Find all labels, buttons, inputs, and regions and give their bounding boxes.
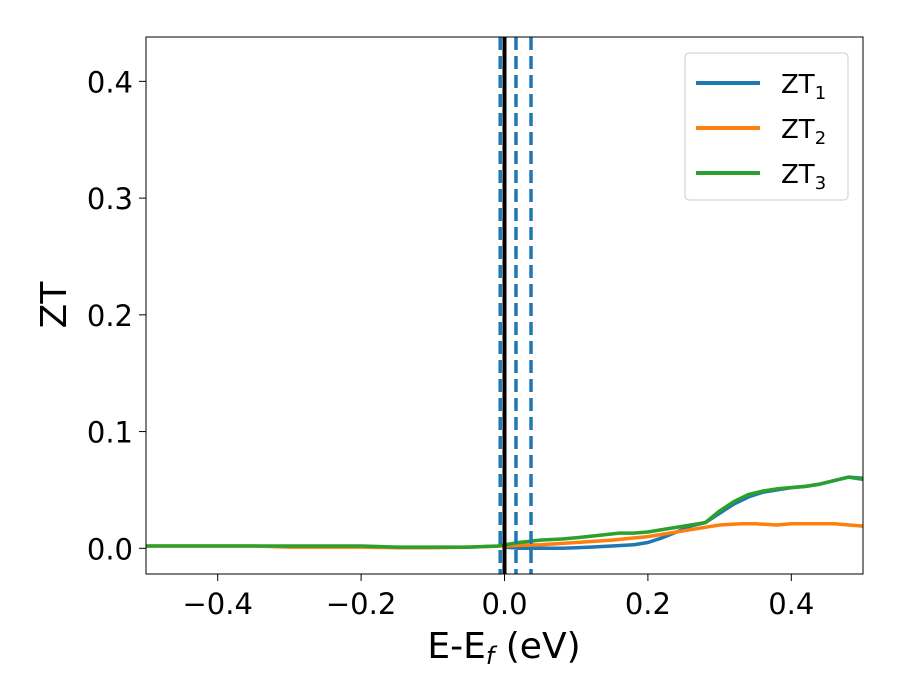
legend-box <box>684 52 849 201</box>
y-axis-ticks: 0.0 0.1 0.2 0.3 0.4 <box>87 65 146 566</box>
legend-label-1: ZT1 <box>781 70 826 104</box>
legend: ZT1 ZT2 ZT3 <box>684 52 849 201</box>
series-line-3 <box>146 475 863 549</box>
y-tick-label: 0.3 <box>87 182 133 216</box>
reference-lines <box>498 37 533 574</box>
x-tick-label: 0.4 <box>768 587 814 621</box>
y-axis-title: ZT <box>34 281 75 329</box>
legend-label-3: ZT3 <box>781 160 826 194</box>
legend-items: ZT1 ZT2 ZT3 <box>696 70 826 194</box>
x-tick-label: −0.2 <box>326 587 396 621</box>
y-tick-label: 0.0 <box>87 532 133 566</box>
series-layer <box>146 475 863 551</box>
x-axis-ticks: −0.4 −0.2 0.0 0.2 0.4 <box>182 574 814 621</box>
legend-label-2: ZT2 <box>781 115 826 149</box>
x-tick-label: 0.2 <box>625 587 671 621</box>
y-tick-label: 0.2 <box>87 299 133 333</box>
x-axis-title-main: E-E <box>427 626 485 667</box>
x-axis-title-tail: (eV) <box>494 626 580 667</box>
x-tick-label: −0.4 <box>182 587 252 621</box>
y-tick-label: 0.1 <box>87 416 133 450</box>
x-axis-title: E-Ef (eV) <box>427 626 580 670</box>
x-tick-label: 0.0 <box>481 587 527 621</box>
y-tick-label: 0.4 <box>87 65 133 99</box>
